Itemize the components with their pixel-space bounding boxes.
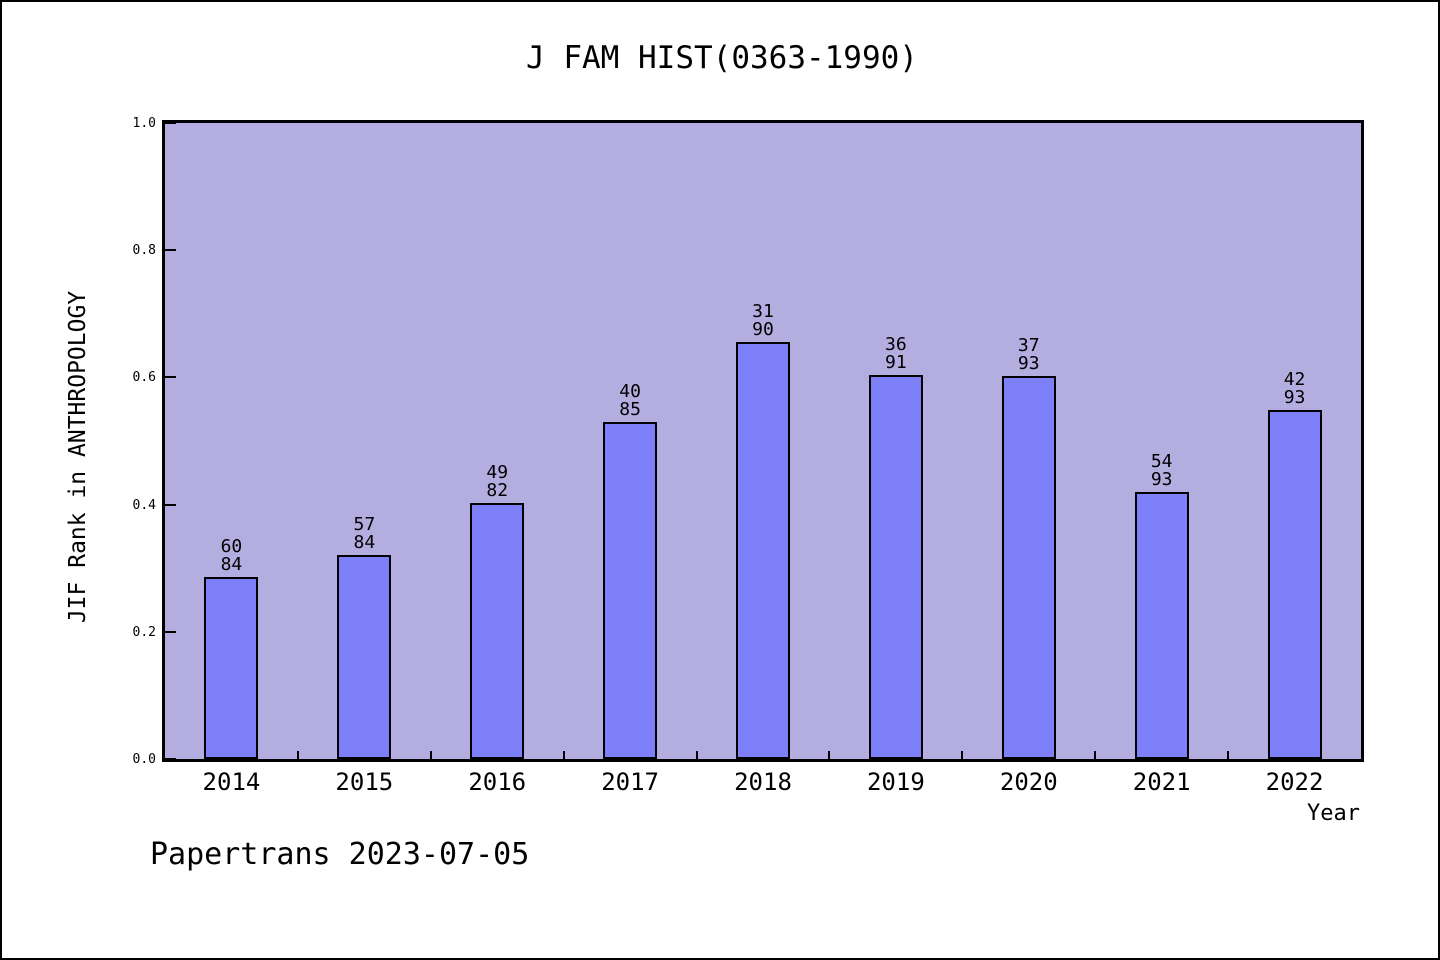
y-axis-title: JIF Rank in ANTHROPOLOGY [65, 290, 91, 624]
y-tick-label-0.8: 0.8 [132, 243, 156, 258]
x-tick-label-2019: 2019 [866, 768, 925, 796]
x-tick-label-2018: 2018 [734, 768, 792, 796]
bar-value-label: 31 90 [718, 303, 808, 339]
bar-2019 [869, 375, 923, 759]
bar-2016 [470, 503, 524, 759]
bar-rank-value: 31 [752, 301, 774, 322]
y-tick-mark [165, 504, 176, 506]
bar-total-value: 82 [486, 480, 509, 501]
bar-value-label: 60 84 [186, 538, 276, 574]
bar-value-label: 40 85 [585, 383, 675, 419]
bar-2021 [1135, 492, 1189, 759]
bar-total-value: 85 [619, 399, 641, 420]
x-tick-label-2022: 2022 [1265, 768, 1324, 796]
watermark-text: Papertrans 2023-07-05 [150, 837, 530, 872]
x-minor-tick-mark [828, 751, 830, 759]
bar-total-value: 93 [1150, 469, 1173, 490]
y-tick-mark [165, 249, 176, 251]
bar-value-label: 42 93 [1250, 371, 1340, 407]
x-minor-tick-mark [696, 751, 698, 759]
bar-2018 [736, 342, 790, 759]
y-tick-label-1.0: 1.0 [132, 116, 156, 131]
y-tick-label-0.4: 0.4 [132, 498, 156, 513]
x-minor-tick-mark [961, 751, 963, 759]
y-tick-mark [165, 122, 176, 124]
x-minor-tick-mark [297, 751, 299, 759]
bar-total-value: 90 [752, 319, 774, 340]
bar-total-value: 84 [353, 532, 376, 553]
bar-2022 [1268, 410, 1322, 759]
bar-rank-value: 57 [353, 514, 376, 535]
bar-rank-value: 60 [220, 536, 243, 557]
x-minor-tick-mark [1094, 751, 1096, 759]
x-tick-label-2020: 2020 [999, 768, 1058, 796]
bar-rank-value: 36 [885, 334, 907, 355]
x-tick-label-2016: 2016 [468, 768, 527, 796]
y-tick-label-0.2: 0.2 [132, 625, 156, 640]
x-tick-label-2017: 2017 [601, 768, 660, 796]
bar-total-value: 93 [1283, 387, 1306, 408]
y-tick-mark [165, 758, 176, 760]
bar-rank-value: 49 [486, 462, 509, 483]
y-tick-label-0.6: 0.6 [132, 370, 156, 385]
chart-title: J FAM HIST(0363-1990) [526, 40, 918, 76]
x-minor-tick-mark [563, 751, 565, 759]
x-tick-label-2015: 2015 [335, 768, 394, 796]
x-minor-tick-mark [1227, 751, 1229, 759]
y-tick-mark [165, 376, 176, 378]
x-tick-label-2021: 2021 [1132, 768, 1191, 796]
bar-2015 [337, 555, 391, 759]
bar-rank-value: 37 [1017, 335, 1040, 356]
bar-rank-value: 40 [619, 381, 641, 402]
bar-total-value: 84 [220, 554, 243, 575]
bar-value-label: 37 93 [984, 337, 1074, 373]
plot-area: 60 84 57 84 49 82 40 85 31 90 36 91 37 93 54 93 42 93 [162, 120, 1364, 762]
bar-total-value: 91 [885, 352, 907, 373]
bar-2020 [1002, 376, 1056, 759]
x-minor-tick-mark [430, 751, 432, 759]
bar-value-label: 57 84 [319, 516, 409, 552]
bar-2014 [204, 577, 258, 759]
y-tick-label-0.0: 0.0 [132, 752, 156, 767]
x-tick-label-2014: 2014 [202, 768, 261, 796]
bar-rank-value: 54 [1150, 451, 1173, 472]
y-tick-mark [165, 631, 176, 633]
x-axis-title: Year [1307, 801, 1360, 826]
bar-total-value: 93 [1017, 353, 1040, 374]
bar-value-label: 54 93 [1117, 453, 1207, 489]
bar-2017 [603, 422, 657, 759]
bar-value-label: 36 91 [851, 336, 941, 372]
bar-value-label: 49 82 [452, 464, 542, 500]
bar-rank-value: 42 [1283, 369, 1306, 390]
